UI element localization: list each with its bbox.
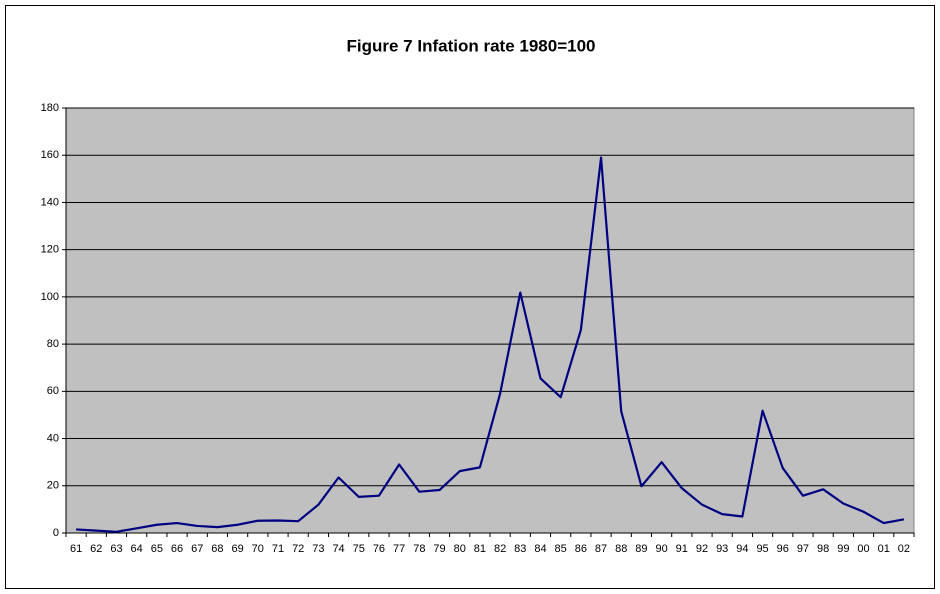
x-tick-label: 77	[393, 543, 405, 555]
x-tick-label: 67	[191, 543, 203, 555]
x-tick-label: 84	[534, 543, 546, 555]
x-tick-label: 99	[837, 543, 849, 555]
x-tick-label: 96	[777, 543, 789, 555]
x-tick-label: 85	[555, 543, 567, 555]
x-tick-label: 70	[252, 543, 264, 555]
x-tick-label: 73	[312, 543, 324, 555]
x-tick-label: 00	[857, 543, 869, 555]
x-tick-label: 83	[514, 543, 526, 555]
y-tick-label: 180	[41, 102, 59, 114]
x-tick-label: 68	[211, 543, 223, 555]
x-tick-label: 64	[131, 543, 143, 555]
x-tick-label: 65	[151, 543, 163, 555]
x-tick-label: 01	[878, 543, 890, 555]
x-tick-label: 87	[595, 543, 607, 555]
x-tick-label: 75	[353, 543, 365, 555]
y-tick-label: 140	[41, 196, 59, 208]
chart-title: Figure 7 Infation rate 1980=100	[347, 36, 596, 55]
y-tick-label: 60	[47, 385, 59, 397]
x-tick-label: 63	[110, 543, 122, 555]
x-tick-label: 76	[373, 543, 385, 555]
x-tick-label: 74	[332, 543, 344, 555]
x-tick-label: 93	[716, 543, 728, 555]
x-tick-label: 62	[90, 543, 102, 555]
x-tick-label: 97	[797, 543, 809, 555]
y-tick-label: 120	[41, 244, 59, 256]
x-tick-label: 02	[898, 543, 910, 555]
x-tick-label: 92	[696, 543, 708, 555]
y-tick-label: 100	[41, 291, 59, 303]
x-tick-label: 81	[474, 543, 486, 555]
x-tick-label: 88	[615, 543, 627, 555]
x-tick-label: 82	[494, 543, 506, 555]
x-tick-label: 98	[817, 543, 829, 555]
y-tick-label: 160	[41, 149, 59, 161]
x-tick-label: 71	[272, 543, 284, 555]
y-tick-label: 40	[47, 432, 59, 444]
x-tick-label: 66	[171, 543, 183, 555]
x-tick-label: 89	[635, 543, 647, 555]
y-tick-label: 80	[47, 338, 59, 350]
x-tick-label: 94	[736, 543, 748, 555]
x-tick-label: 95	[756, 543, 768, 555]
x-tick-label: 78	[413, 543, 425, 555]
x-tick-label: 86	[575, 543, 587, 555]
x-tick-label: 69	[231, 543, 243, 555]
y-tick-label: 20	[47, 480, 59, 492]
x-tick-label: 90	[655, 543, 667, 555]
x-tick-label: 72	[292, 543, 304, 555]
x-tick-label: 79	[433, 543, 445, 555]
x-tick-label: 80	[454, 543, 466, 555]
y-tick-label: 0	[53, 527, 59, 539]
x-tick-label: 91	[676, 543, 688, 555]
data-line	[76, 156, 905, 533]
plot-area	[65, 107, 915, 534]
x-tick-label: 61	[70, 543, 82, 555]
